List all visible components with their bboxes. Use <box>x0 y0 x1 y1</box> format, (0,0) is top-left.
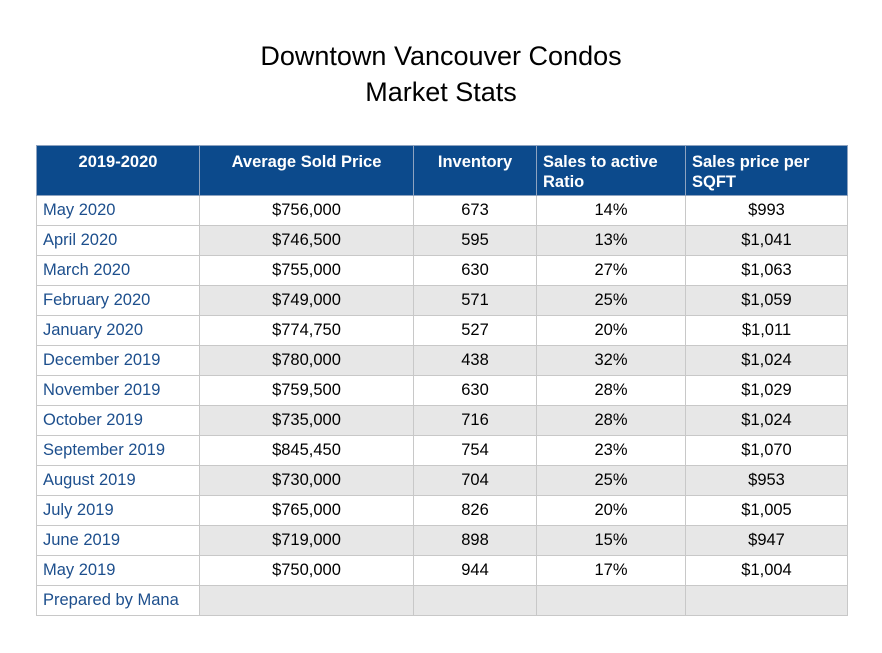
cell-sales-to-active-ratio: 25% <box>536 465 686 496</box>
cell-sales-price-per-sqft: $1,070 <box>685 435 848 466</box>
table-row: May 2020 $756,000 673 14% $993 <box>36 195 848 226</box>
cell-sales-to-active-ratio: 27% <box>536 255 686 286</box>
cell-month: November 2019 <box>36 375 200 406</box>
empty-cell <box>413 585 537 616</box>
cell-sales-price-per-sqft: $1,004 <box>685 555 848 586</box>
cell-sales-to-active-ratio: 28% <box>536 405 686 436</box>
cell-sales-price-per-sqft: $1,029 <box>685 375 848 406</box>
cell-inventory: 571 <box>413 285 537 316</box>
cell-month: May 2020 <box>36 195 200 226</box>
cell-sales-to-active-ratio: 14% <box>536 195 686 226</box>
cell-month: May 2019 <box>36 555 200 586</box>
table-body: May 2020 $756,000 673 14% $993 April 2020 $746… <box>36 195 848 616</box>
cell-month: April 2020 <box>36 225 200 256</box>
cell-average-sold-price: $735,000 <box>199 405 414 436</box>
cell-sales-price-per-sqft: $1,024 <box>685 405 848 436</box>
cell-inventory: 754 <box>413 435 537 466</box>
cell-average-sold-price: $719,000 <box>199 525 414 556</box>
cell-month: January 2020 <box>36 315 200 346</box>
prepared-by-note: Prepared by Mana <box>36 585 200 616</box>
cell-average-sold-price: $845,450 <box>199 435 414 466</box>
cell-inventory: 704 <box>413 465 537 496</box>
cell-average-sold-price: $759,500 <box>199 375 414 406</box>
table-row: April 2020 $746,500 595 13% $1,041 <box>36 225 848 256</box>
cell-average-sold-price: $749,000 <box>199 285 414 316</box>
cell-inventory: 595 <box>413 225 537 256</box>
table-header-row: 2019-2020 Average Sold Price Inventory S… <box>36 145 848 196</box>
cell-average-sold-price: $746,500 <box>199 225 414 256</box>
table-row: February 2020 $749,000 571 25% $1,059 <box>36 285 848 316</box>
cell-average-sold-price: $774,750 <box>199 315 414 346</box>
empty-cell <box>685 585 848 616</box>
header-period: 2019-2020 <box>36 145 200 196</box>
header-sales-to-active-ratio: Sales to active Ratio <box>536 145 686 196</box>
cell-month: March 2020 <box>36 255 200 286</box>
cell-sales-price-per-sqft: $993 <box>685 195 848 226</box>
cell-month: December 2019 <box>36 345 200 376</box>
table-row: January 2020 $774,750 527 20% $1,011 <box>36 315 848 346</box>
cell-inventory: 630 <box>413 375 537 406</box>
cell-sales-to-active-ratio: 28% <box>536 375 686 406</box>
cell-inventory: 673 <box>413 195 537 226</box>
cell-inventory: 716 <box>413 405 537 436</box>
table-row: June 2019 $719,000 898 15% $947 <box>36 525 848 556</box>
table-footer-row: Prepared by Mana <box>36 585 848 616</box>
cell-sales-price-per-sqft: $1,024 <box>685 345 848 376</box>
title-line-2: Market Stats <box>365 77 517 107</box>
cell-average-sold-price: $755,000 <box>199 255 414 286</box>
cell-sales-price-per-sqft: $1,005 <box>685 495 848 526</box>
table-row: March 2020 $755,000 630 27% $1,063 <box>36 255 848 286</box>
table-row: December 2019 $780,000 438 32% $1,024 <box>36 345 848 376</box>
market-stats-table: 2019-2020 Average Sold Price Inventory S… <box>36 145 848 616</box>
header-inventory: Inventory <box>413 145 537 196</box>
cell-sales-to-active-ratio: 23% <box>536 435 686 466</box>
cell-average-sold-price: $730,000 <box>199 465 414 496</box>
header-sales-price-per-sqft: Sales price per SQFT <box>685 145 848 196</box>
page-title: Downtown Vancouver Condos Market Stats <box>0 38 882 110</box>
cell-sales-price-per-sqft: $1,011 <box>685 315 848 346</box>
cell-month: June 2019 <box>36 525 200 556</box>
title-line-1: Downtown Vancouver Condos <box>260 41 622 71</box>
cell-sales-price-per-sqft: $1,063 <box>685 255 848 286</box>
cell-month: February 2020 <box>36 285 200 316</box>
cell-inventory: 527 <box>413 315 537 346</box>
cell-month: August 2019 <box>36 465 200 496</box>
cell-inventory: 630 <box>413 255 537 286</box>
cell-sales-to-active-ratio: 15% <box>536 525 686 556</box>
table-row: October 2019 $735,000 716 28% $1,024 <box>36 405 848 436</box>
cell-sales-to-active-ratio: 13% <box>536 225 686 256</box>
cell-average-sold-price: $765,000 <box>199 495 414 526</box>
cell-sales-price-per-sqft: $953 <box>685 465 848 496</box>
table-row: July 2019 $765,000 826 20% $1,005 <box>36 495 848 526</box>
table-row: May 2019 $750,000 944 17% $1,004 <box>36 555 848 586</box>
table-row: November 2019 $759,500 630 28% $1,029 <box>36 375 848 406</box>
header-average-sold-price: Average Sold Price <box>199 145 414 196</box>
table-row: September 2019 $845,450 754 23% $1,070 <box>36 435 848 466</box>
cell-sales-price-per-sqft: $1,041 <box>685 225 848 256</box>
cell-sales-to-active-ratio: 20% <box>536 315 686 346</box>
empty-cell <box>536 585 686 616</box>
cell-inventory: 898 <box>413 525 537 556</box>
cell-inventory: 826 <box>413 495 537 526</box>
cell-sales-to-active-ratio: 32% <box>536 345 686 376</box>
cell-sales-to-active-ratio: 17% <box>536 555 686 586</box>
cell-average-sold-price: $750,000 <box>199 555 414 586</box>
cell-sales-to-active-ratio: 25% <box>536 285 686 316</box>
cell-month: October 2019 <box>36 405 200 436</box>
cell-sales-to-active-ratio: 20% <box>536 495 686 526</box>
cell-sales-price-per-sqft: $947 <box>685 525 848 556</box>
cell-inventory: 438 <box>413 345 537 376</box>
cell-sales-price-per-sqft: $1,059 <box>685 285 848 316</box>
cell-month: July 2019 <box>36 495 200 526</box>
empty-cell <box>199 585 414 616</box>
cell-average-sold-price: $756,000 <box>199 195 414 226</box>
cell-average-sold-price: $780,000 <box>199 345 414 376</box>
cell-month: September 2019 <box>36 435 200 466</box>
cell-inventory: 944 <box>413 555 537 586</box>
table-row: August 2019 $730,000 704 25% $953 <box>36 465 848 496</box>
